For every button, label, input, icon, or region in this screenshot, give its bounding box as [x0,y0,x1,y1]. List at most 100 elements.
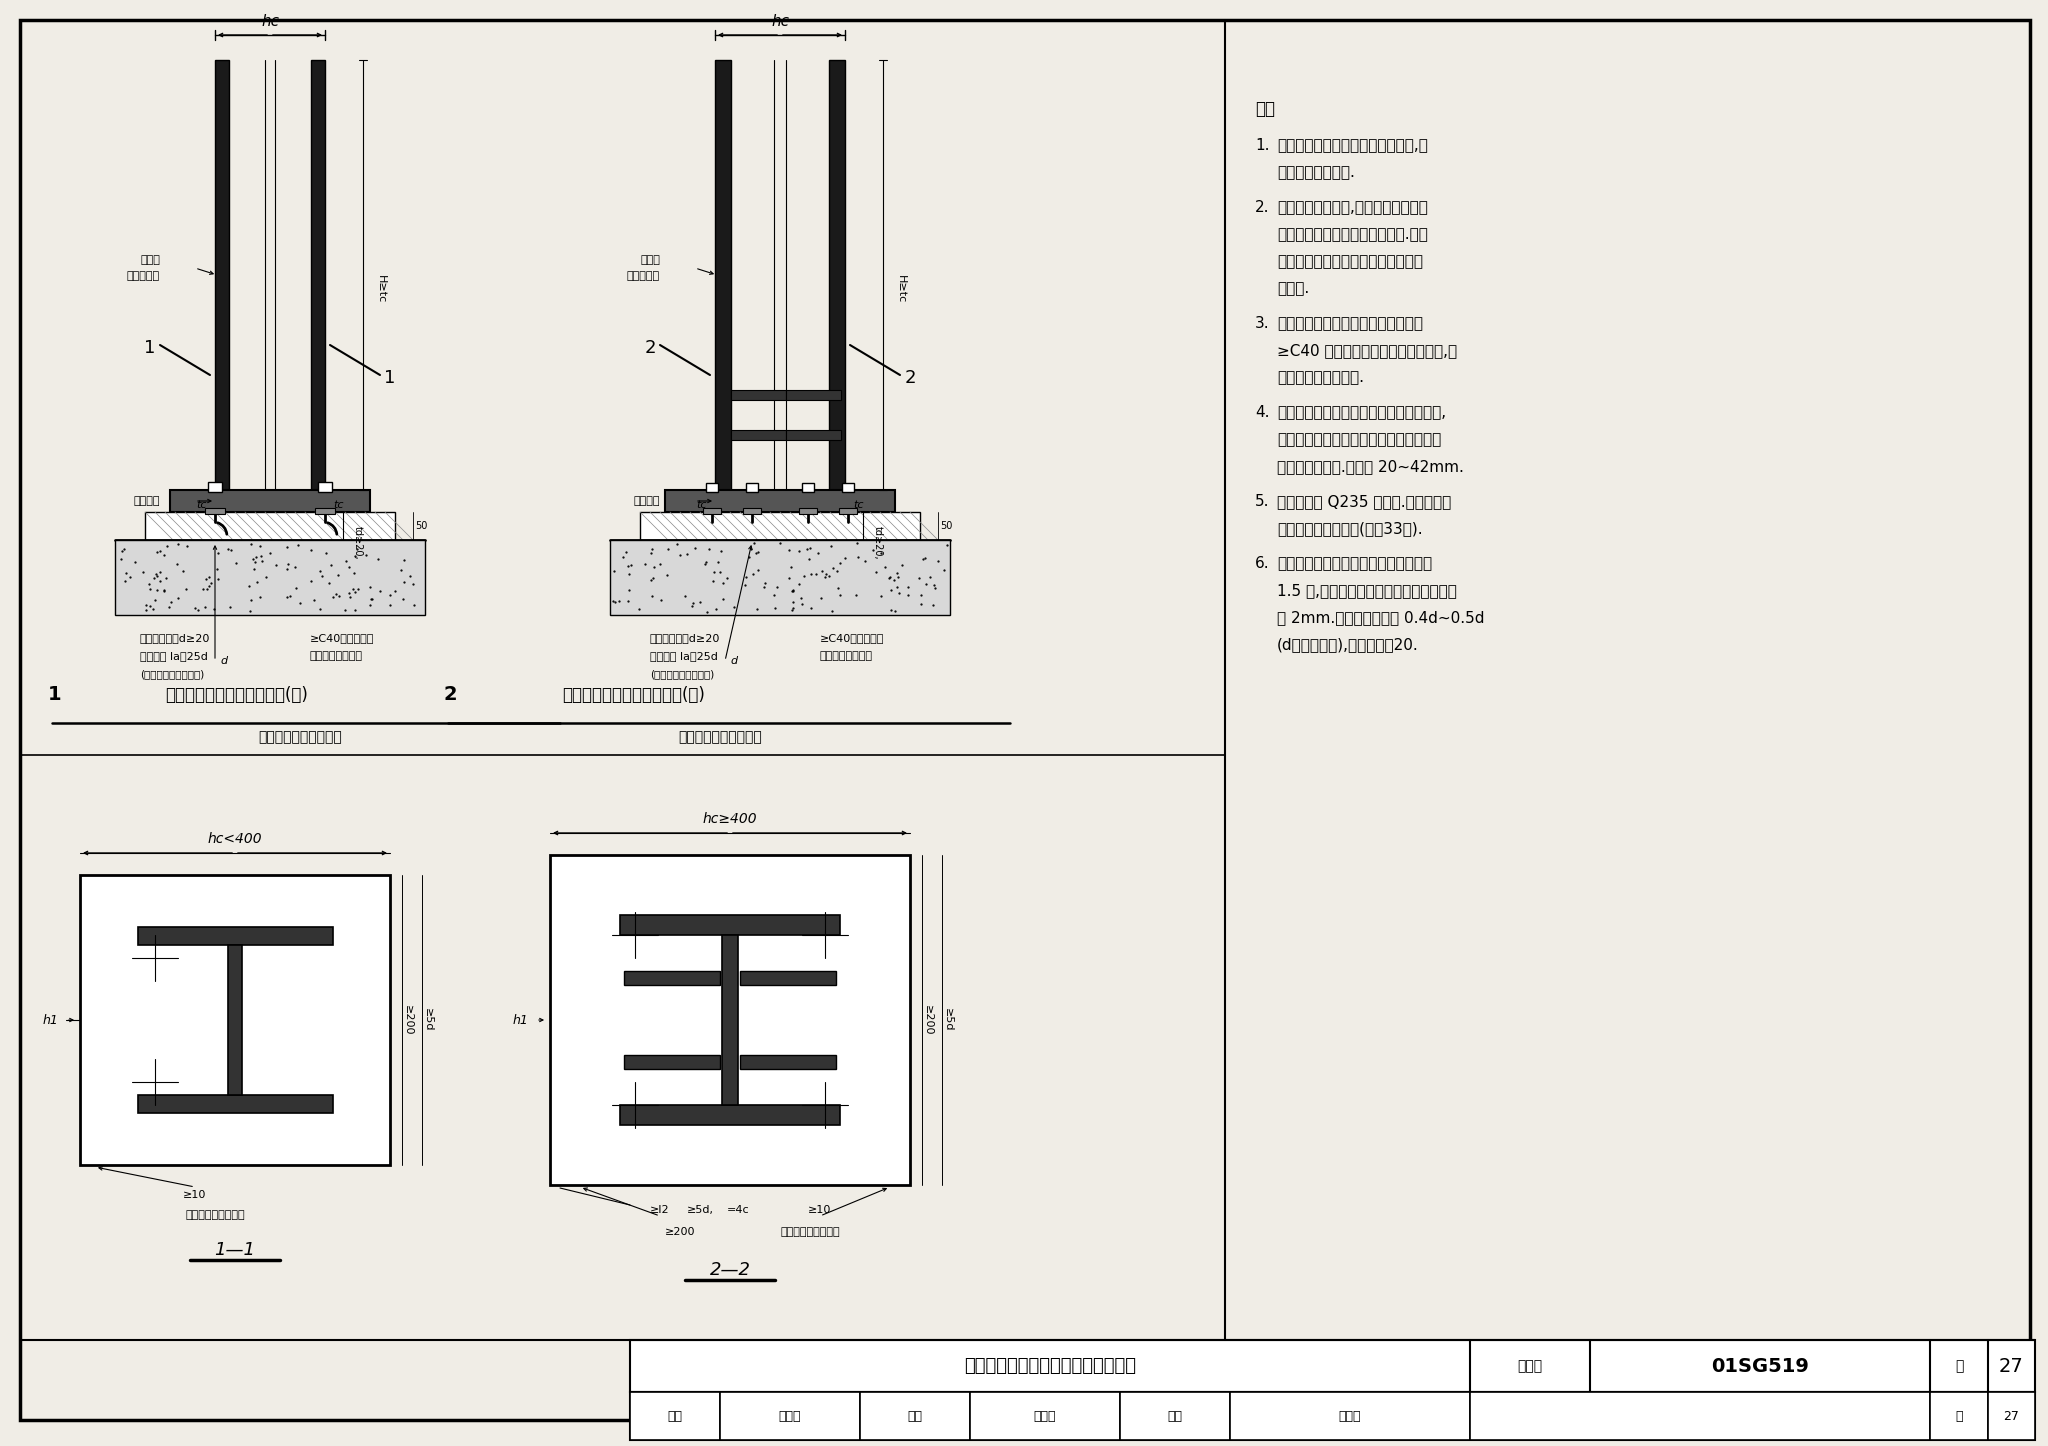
Text: 刻其祥: 刻其祥 [1339,1410,1362,1423]
Bar [145,512,395,539]
Text: 注：: 注： [1255,100,1276,119]
Bar [803,483,813,492]
Bar [137,927,332,946]
Bar [311,59,326,490]
Text: 采用半熔透的坡口对接焊缝连接.柱腹: 采用半熔透的坡口对接焊缝连接.柱腹 [1278,227,1427,241]
Text: （安装完毕后圆焊）: （安装完毕后圆焊） [184,1210,246,1220]
Bar [631,1392,2036,1440]
Text: 27: 27 [1999,1356,2023,1375]
Bar [1929,1392,1989,1440]
Text: 01SG519: 01SG519 [1710,1356,1808,1375]
Text: 某知信: 某知信 [1034,1410,1057,1423]
Text: 1: 1 [143,338,156,357]
Bar [610,539,950,615]
Text: ≥10: ≥10 [809,1205,831,1215]
Text: 页: 页 [1954,1359,1964,1374]
Bar [625,1056,721,1069]
Text: 设计: 设计 [1167,1410,1182,1423]
Text: （用于柱截面较小时）: （用于柱截面较小时） [258,730,342,745]
Text: 铰接柱脚的锚栓仅作安装过程的固定之用,: 铰接柱脚的锚栓仅作安装过程的固定之用, [1278,405,1446,419]
Text: 用刚强的固定架定位(见第33页).: 用刚强的固定架定位(见第33页). [1278,521,1423,536]
Text: 27: 27 [2003,1410,2019,1423]
Bar [1231,1392,1470,1440]
Text: d: d [219,656,227,667]
Text: 页: 页 [1956,1410,1962,1423]
Text: 磨平顶紧: 磨平顶紧 [133,496,160,506]
Text: ≥C40无收缩细石: ≥C40无收缩细石 [309,633,375,643]
Text: 工字形截面柱铰接柱脚构造(一): 工字形截面柱铰接柱脚构造(一) [166,685,307,704]
Bar [786,429,842,440]
Text: ≥5d,: ≥5d, [686,1205,713,1215]
Text: 1—1: 1—1 [215,1241,256,1259]
Text: 磨平顶紧: 磨平顶紧 [633,496,659,506]
Text: 外露式工字形截面柱的铰接柱脚构造: 外露式工字形截面柱的铰接柱脚构造 [965,1356,1137,1375]
Text: 50: 50 [940,521,952,531]
Bar [666,490,895,512]
Text: 混凝土或铁屑砂浆: 混凝土或铁屑砂浆 [309,651,362,661]
Text: ≥5d: ≥5d [424,1008,432,1032]
Text: tc: tc [197,500,207,510]
Text: 柱脚底板上的锚栓孔径宜取锚栓外径的: 柱脚底板上的锚栓孔径宜取锚栓外径的 [1278,557,1432,571]
Text: H≥tc: H≥tc [377,275,385,304]
Bar [625,972,721,985]
Text: 2: 2 [905,369,915,388]
Text: hc<400: hc<400 [207,831,262,846]
Bar [971,1392,1120,1440]
Text: hc≥400: hc≥400 [702,813,758,826]
Bar [115,539,426,615]
Text: hc: hc [770,13,788,29]
Bar [723,936,737,1105]
Text: 本图所示柱脚均为外露式铰接柱脚,仅: 本图所示柱脚均为外露式铰接柱脚,仅 [1278,137,1427,153]
Text: 与垫板点焊: 与垫板点焊 [127,270,160,281]
Text: (下端应作弯钩或锚板): (下端应作弯钩或锚板) [139,669,205,680]
Bar [745,483,758,492]
Bar [1989,1392,2036,1440]
Text: H≥tc: H≥tc [897,275,905,304]
Text: tc: tc [696,500,707,510]
Text: 双螺母: 双螺母 [139,254,160,265]
Bar [205,508,225,513]
Bar [639,512,920,539]
Text: 基础顶面和柱脚底板之间须二次浇灌: 基础顶面和柱脚底板之间须二次浇灌 [1278,317,1423,331]
Bar [631,1340,2036,1392]
Text: tc: tc [854,500,864,510]
Text: 锚栓公称直径d≥20: 锚栓公称直径d≥20 [649,633,721,643]
Text: 1.: 1. [1255,137,1270,153]
Bar [80,875,389,1165]
Text: ≥10: ≥10 [184,1190,207,1200]
Text: 锚栓应采用 Q235 钢制作.安装时应采: 锚栓应采用 Q235 钢制作.安装时应采 [1278,495,1452,509]
Text: 与垫板点焊: 与垫板点焊 [627,270,659,281]
Text: 用于传递垂直荷载.: 用于传递垂直荷载. [1278,165,1356,179]
Text: 锚固长度 la＝25d: 锚固长度 la＝25d [649,651,719,661]
Text: 校对: 校对 [907,1410,922,1423]
Bar [715,59,731,490]
Text: （安装完毕后圆焊）: （安装完毕后圆焊） [780,1228,840,1236]
Text: h1: h1 [512,1014,528,1027]
Bar [829,59,846,490]
Text: td≥20,: td≥20, [872,526,883,560]
Text: hc: hc [260,13,279,29]
Text: 硕素吕: 硕素吕 [778,1410,801,1423]
Bar [739,972,836,985]
Text: ≥C40 无收缩细石混凝土或铁屑砂浆,施: ≥C40 无收缩细石混凝土或铁屑砂浆,施 [1278,343,1456,359]
Text: 板及加劲板与底板间宜采用双面角焊: 板及加劲板与底板间宜采用双面角焊 [1278,254,1423,269]
Text: 缝连接.: 缝连接. [1278,281,1309,296]
Text: 加 2mm.垫板厚度一般为 0.4d~0.5d: 加 2mm.垫板厚度一般为 0.4d~0.5d [1278,610,1485,625]
Bar [209,482,221,492]
Text: ≥5d: ≥5d [942,1008,952,1032]
Bar [799,508,817,513]
Text: 锚固长度 la＝25d: 锚固长度 la＝25d [139,651,209,661]
Text: 50: 50 [416,521,428,531]
Bar [215,59,229,490]
Bar [731,390,786,401]
Bar [860,1392,971,1440]
Text: ≥l2: ≥l2 [649,1205,670,1215]
Text: td≥20,: td≥20, [352,526,362,560]
Text: 1.5 倍,锚栓螺母下的垫板孔径取锚栓直径: 1.5 倍,锚栓螺母下的垫板孔径取锚栓直径 [1278,583,1456,599]
Text: 混凝土或铁屑砂浆: 混凝土或铁屑砂浆 [819,651,872,661]
Text: 审核: 审核 [668,1410,682,1423]
Bar [551,855,909,1186]
Text: 2—2: 2—2 [709,1261,750,1280]
Text: ≥200: ≥200 [666,1228,694,1236]
Bar [840,508,856,513]
